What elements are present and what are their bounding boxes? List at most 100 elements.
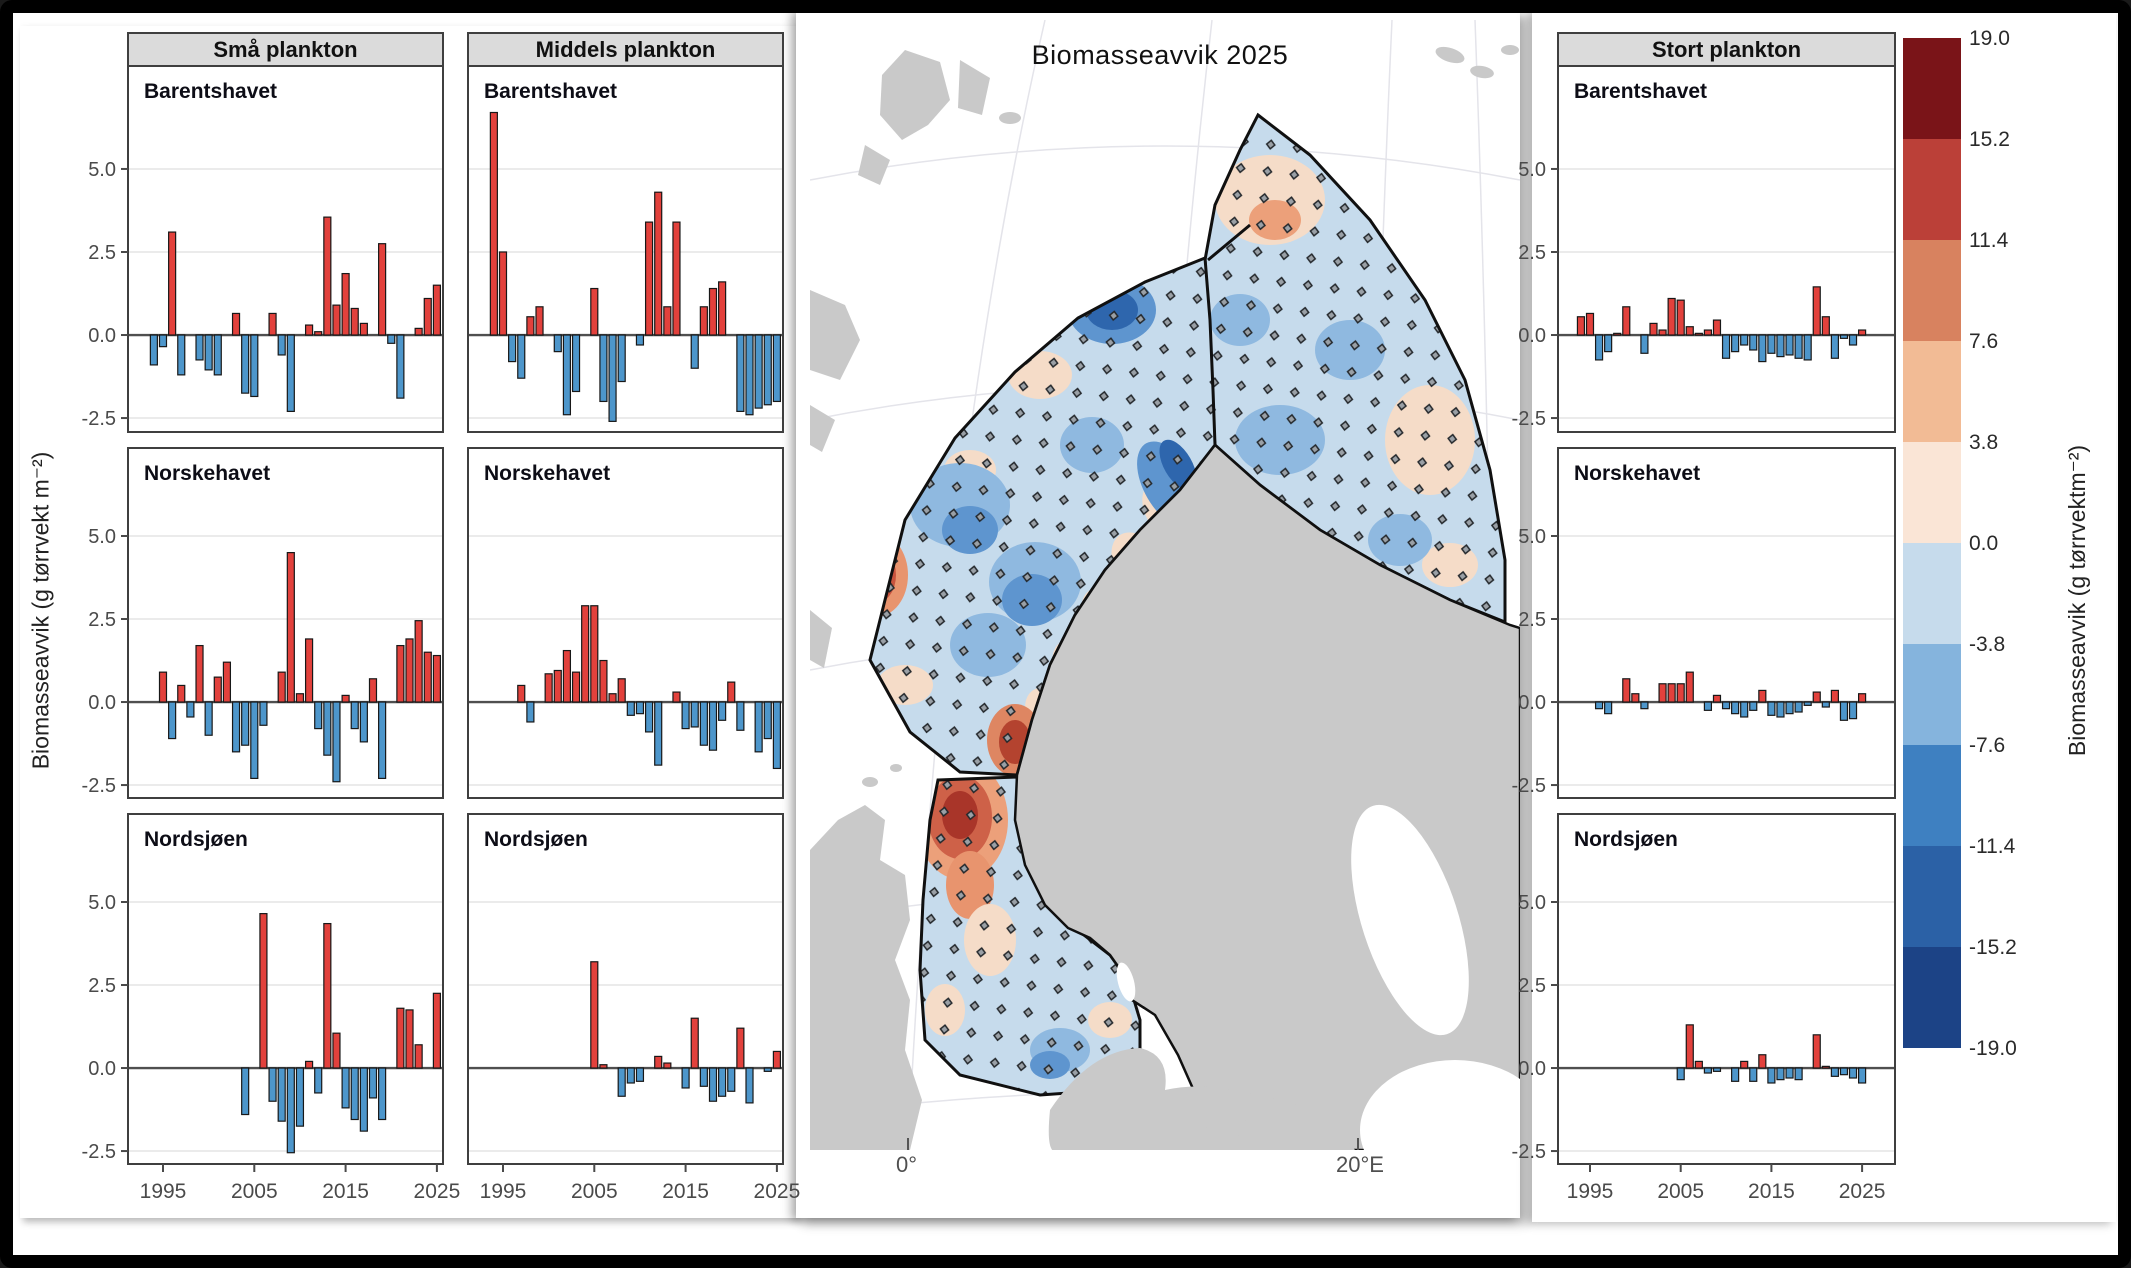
colorbar-tick-11.4: 11.4 <box>1969 229 2009 252</box>
svg-text:5.0: 5.0 <box>88 526 116 548</box>
map-land-uk <box>810 805 922 1150</box>
bar-stort-barentshavet-2018 <box>1794 334 1803 359</box>
bar-sma-norskehavet-2015 <box>341 694 350 703</box>
bar-stort-barentshavet-2016 <box>1776 334 1785 358</box>
bar-stort-norskehavet-2001 <box>1640 701 1649 710</box>
svg-text:0.0: 0.0 <box>1518 325 1546 347</box>
bar-middels-norskehavet-2009 <box>626 701 635 716</box>
barchart-panel-right <box>1532 13 2116 1222</box>
svg-text:0.0: 0.0 <box>1518 1058 1546 1080</box>
bar-stort-norskehavet-1997 <box>1604 701 1613 715</box>
bar-stort-nordsjoen-2012 <box>1740 1060 1749 1069</box>
bar-stort-norskehavet-2014 <box>1758 689 1767 703</box>
bar-stort-barentshavet-1998 <box>1613 332 1622 336</box>
bar-sma-barentshavet-2024 <box>423 297 432 336</box>
bar-middels-barentshavet-2025 <box>772 334 782 403</box>
bar-middels-nordsjoen-2025 <box>772 1050 782 1069</box>
bar-stort-nordsjoen-2014 <box>1758 1054 1767 1069</box>
bar-middels-barentshavet-2010 <box>635 334 645 346</box>
bar-middels-barentshavet-1997 <box>517 334 526 379</box>
bar-middels-barentshavet-1999 <box>535 306 544 336</box>
bar-middels-norskehavet-2018 <box>708 701 718 751</box>
colorbar-tick-0.0: 0.0 <box>1969 532 1999 555</box>
bar-stort-barentshavet-1997 <box>1604 334 1613 353</box>
svg-text:-2.5: -2.5 <box>82 775 116 797</box>
bar-middels-nordsjoen-2006 <box>599 1064 608 1069</box>
bar-stort-barentshavet-2008 <box>1703 329 1713 336</box>
colorbar-segment-9 <box>1903 947 1961 1048</box>
bar-sma-nordsjoen-2021 <box>396 1007 405 1069</box>
bar-sma-barentshavet-2023 <box>414 327 423 336</box>
bar-stort-nordsjoen-2016 <box>1776 1067 1785 1081</box>
bar-stort-barentshavet-2004 <box>1667 297 1676 336</box>
svg-text:2015: 2015 <box>322 1180 369 1203</box>
bar-middels-norskehavet-2025 <box>772 701 782 770</box>
svg-text:0.0: 0.0 <box>88 1058 116 1080</box>
bar-stort-norskehavet-1999 <box>1622 678 1631 703</box>
facet-middels-barentshavet: Barentshavet <box>467 65 784 433</box>
svg-text:1995: 1995 <box>1567 1180 1614 1203</box>
colorbar <box>1903 38 1961 1048</box>
bar-sma-norskehavet-2018 <box>368 678 378 703</box>
bar-stort-nordsjoen-2017 <box>1785 1067 1794 1079</box>
bar-sma-norskehavet-2021 <box>396 644 405 703</box>
bar-stort-norskehavet-2018 <box>1794 701 1803 713</box>
bar-stort-barentshavet-2025 <box>1857 329 1867 336</box>
bar-sma-norskehavet-2024 <box>423 651 432 703</box>
facet-stort-barentshavet: Barentshavet 5.0 2.5 0.0 -2.5 <box>1512 65 1896 433</box>
region-label-middels-norskehavet: Norskehavet <box>484 462 610 485</box>
bar-sma-nordsjoen-2018 <box>368 1067 378 1099</box>
bar-stort-nordsjoen-2023 <box>1839 1067 1849 1076</box>
bar-middels-norskehavet-2014 <box>672 691 681 703</box>
colorbar-tick-7.6: 7.6 <box>1969 330 1999 353</box>
bar-stort-nordsjoen-2022 <box>1830 1067 1839 1077</box>
bar-stort-norskehavet-2004 <box>1667 683 1676 703</box>
colorbar-segment-3 <box>1903 341 1961 442</box>
bar-sma-norskehavet-2002 <box>222 661 232 703</box>
bar-stort-nordsjoen-2009 <box>1712 1067 1722 1072</box>
bar-stort-nordsjoen-2018 <box>1794 1067 1803 1081</box>
bar-stort-nordsjoen-2008 <box>1703 1067 1713 1074</box>
bar-stort-norskehavet-2013 <box>1749 701 1758 711</box>
bar-middels-norskehavet-2000 <box>544 673 553 703</box>
bar-sma-nordsjoen-2025 <box>432 992 441 1069</box>
bar-middels-norskehavet-2020 <box>727 681 736 703</box>
bar-sma-norskehavet-1999 <box>195 644 204 703</box>
svg-text:Små plankton: Små plankton <box>213 37 357 62</box>
bar-sma-nordsjoen-2019 <box>378 1067 387 1121</box>
bar-middels-barentshavet-1994 <box>489 111 498 336</box>
map-land <box>810 45 1520 1150</box>
bar-middels-norskehavet-2007 <box>608 693 617 703</box>
colorbar-tick--3.8: -3.8 <box>1969 633 2006 656</box>
bar-middels-norskehavet-2008 <box>617 678 626 703</box>
bar-sma-norskehavet-2019 <box>378 701 387 780</box>
bar-middels-barentshavet-1996 <box>508 334 517 363</box>
svg-text:Middels plankton: Middels plankton <box>536 37 716 62</box>
svg-text:Stort plankton: Stort plankton <box>1652 37 1801 62</box>
bar-stort-nordsjoen-2007 <box>1694 1060 1703 1069</box>
colorbar-tick--11.4: -11.4 <box>1969 835 2016 858</box>
svg-text:2.5: 2.5 <box>88 609 116 631</box>
bar-middels-barentshavet-2011 <box>644 221 654 336</box>
bar-stort-barentshavet-2005 <box>1676 299 1685 336</box>
region-label-middels-barentshavet: Barentshavet <box>484 80 617 103</box>
strip-header-1: Middels plankton <box>467 32 784 67</box>
colorbar-tick--15.2: -15.2 <box>1969 936 2017 959</box>
bar-sma-norskehavet-1995 <box>158 671 168 703</box>
bar-sma-barentshavet-2009 <box>286 334 295 413</box>
bar-sma-barentshavet-2025 <box>432 284 441 336</box>
bar-stort-nordsjoen-2020 <box>1812 1034 1821 1069</box>
bar-middels-barentshavet-2005 <box>590 287 599 336</box>
bar-sma-barentshavet-2014 <box>332 304 341 336</box>
bar-stort-norskehavet-2008 <box>1703 701 1713 711</box>
anomaly-map <box>810 20 1520 1150</box>
bar-middels-barentshavet-1998 <box>526 316 535 336</box>
bar-stort-norskehavet-2020 <box>1812 691 1821 703</box>
svg-text:-2.5: -2.5 <box>82 1141 116 1163</box>
region-label-stort-barentshavet: Barentshavet <box>1574 80 1707 103</box>
bar-sma-norskehavet-2010 <box>295 693 305 703</box>
bar-middels-barentshavet-2018 <box>708 287 718 336</box>
facet-sma-nordsjoen: Nordsjøen 5.0 2.5 0.0 -2.5 1995 2005 2015 2025 <box>82 813 460 1203</box>
bar-middels-barentshavet-2019 <box>718 281 727 336</box>
svg-text:0.0: 0.0 <box>1518 692 1546 714</box>
